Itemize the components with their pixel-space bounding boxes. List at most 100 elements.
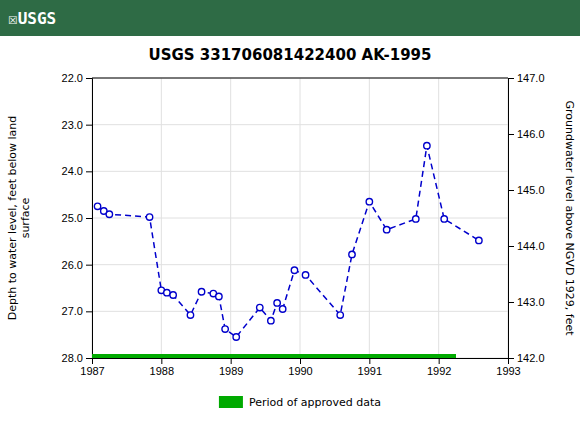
- tick: 1990: [288, 358, 312, 377]
- tick-mark: [86, 78, 92, 79]
- tick-mark: [508, 302, 514, 303]
- tick-label: 24.0: [62, 165, 83, 177]
- marker: [170, 292, 176, 298]
- marker: [337, 312, 343, 318]
- tick-label: 143.0: [517, 296, 545, 308]
- marker: [441, 216, 447, 222]
- tick: 28.0: [62, 352, 92, 364]
- tick-label: 1987: [80, 365, 104, 377]
- tick-label: 1991: [358, 365, 382, 377]
- header-bar: [0, 0, 580, 36]
- tick-mark: [231, 358, 232, 364]
- tick-mark: [86, 311, 92, 312]
- tick-mark: [508, 134, 514, 135]
- tick-label: 1988: [150, 365, 174, 377]
- grid-line: [92, 171, 508, 172]
- marker: [291, 267, 297, 273]
- marker: [187, 312, 193, 318]
- annotation: ☒USGS: [8, 9, 56, 28]
- marker: [413, 216, 419, 222]
- axis-line: [93, 359, 509, 365]
- tick-label: 1993: [496, 365, 520, 377]
- tick-mark: [300, 358, 301, 364]
- marker: [222, 326, 228, 332]
- tick-mark: [508, 246, 514, 247]
- marker: [164, 289, 170, 295]
- marker: [198, 289, 204, 295]
- legend: Period of approved data: [219, 396, 381, 409]
- tick-label: 142.0: [517, 352, 545, 364]
- tick: 145.0: [508, 184, 545, 196]
- tick-label: 25.0: [62, 212, 83, 224]
- frame: [92, 78, 508, 79]
- marker: [106, 211, 112, 217]
- tick-label: 147.0: [517, 72, 545, 84]
- marker: [279, 306, 285, 312]
- y-axis: 22.0 23.0 24.0 25.0 26.0 27.0 28.0: [62, 72, 93, 364]
- tick-mark: [369, 358, 370, 364]
- y-axis-title: Depth to water level, feet below landsur…: [6, 116, 32, 321]
- axis-line: [86, 79, 93, 359]
- grid-line: [92, 311, 508, 312]
- tick: 25.0: [62, 212, 92, 224]
- marker: [233, 334, 239, 340]
- tick: 26.0: [62, 259, 92, 271]
- axis-line: [509, 79, 515, 359]
- tick: 23.0: [62, 119, 92, 131]
- tick-mark: [508, 78, 514, 79]
- tick: 22.0: [62, 72, 92, 84]
- tick-mark: [161, 358, 162, 364]
- marker: [257, 304, 263, 310]
- tick-label: 22.0: [62, 72, 83, 84]
- tick-label: 27.0: [62, 305, 83, 317]
- tick: 146.0: [508, 128, 545, 140]
- tick-label: 1990: [288, 365, 312, 377]
- legend-label: Period of approved data: [249, 396, 381, 409]
- marker: [216, 293, 222, 299]
- marker: [268, 317, 274, 323]
- legend-swatch: [219, 396, 243, 408]
- header: ☒USGS: [0, 0, 580, 36]
- tick-mark: [508, 358, 514, 359]
- tick: 142.0: [508, 352, 545, 364]
- tick-label: 28.0: [62, 352, 83, 364]
- x-axis: 1987 1988 1989 1990 1991 1992 1993: [80, 358, 520, 377]
- tick-label: 26.0: [62, 259, 83, 271]
- grid-line: [92, 264, 508, 265]
- y2-axis-title: Groundwater level above NGVD 1929, feet: [563, 100, 576, 336]
- tick: 143.0: [508, 296, 545, 308]
- marker: [424, 142, 430, 148]
- legend-item: Period of approved data: [219, 396, 381, 409]
- marks: [92, 142, 482, 358]
- marker: [366, 198, 372, 204]
- tick: 1992: [427, 358, 451, 377]
- tick-mark: [86, 125, 92, 126]
- line: [98, 146, 479, 337]
- y2-axis: 147.0 146.0 145.0 144.0 143.0 142.0: [508, 72, 545, 364]
- tick-mark: [86, 265, 92, 266]
- marker: [349, 251, 355, 257]
- marker: [94, 203, 100, 209]
- tick-label: 144.0: [517, 240, 545, 252]
- tick-mark: [86, 171, 92, 172]
- bar: [92, 354, 456, 358]
- tick-label: 145.0: [517, 184, 545, 196]
- grid-line: [92, 78, 508, 79]
- marker: [476, 237, 482, 243]
- tick-mark: [86, 218, 92, 219]
- grid: [92, 78, 508, 358]
- tick-label: 1989: [219, 365, 243, 377]
- marker: [383, 226, 389, 232]
- tick: 144.0: [508, 240, 545, 252]
- tick: 24.0: [62, 165, 92, 177]
- chart: ☒USGSUSGS 331706081422400 AK-19951987198…: [0, 0, 580, 430]
- tick-mark: [439, 358, 440, 364]
- tick-label: 1992: [427, 365, 451, 377]
- tick: 1989: [219, 358, 243, 377]
- tick-mark: [508, 190, 514, 191]
- tick: 1987: [80, 358, 104, 377]
- tick-label: 146.0: [517, 128, 545, 140]
- tick: 1991: [358, 358, 382, 377]
- tick: 147.0: [508, 72, 545, 84]
- marker: [146, 214, 152, 220]
